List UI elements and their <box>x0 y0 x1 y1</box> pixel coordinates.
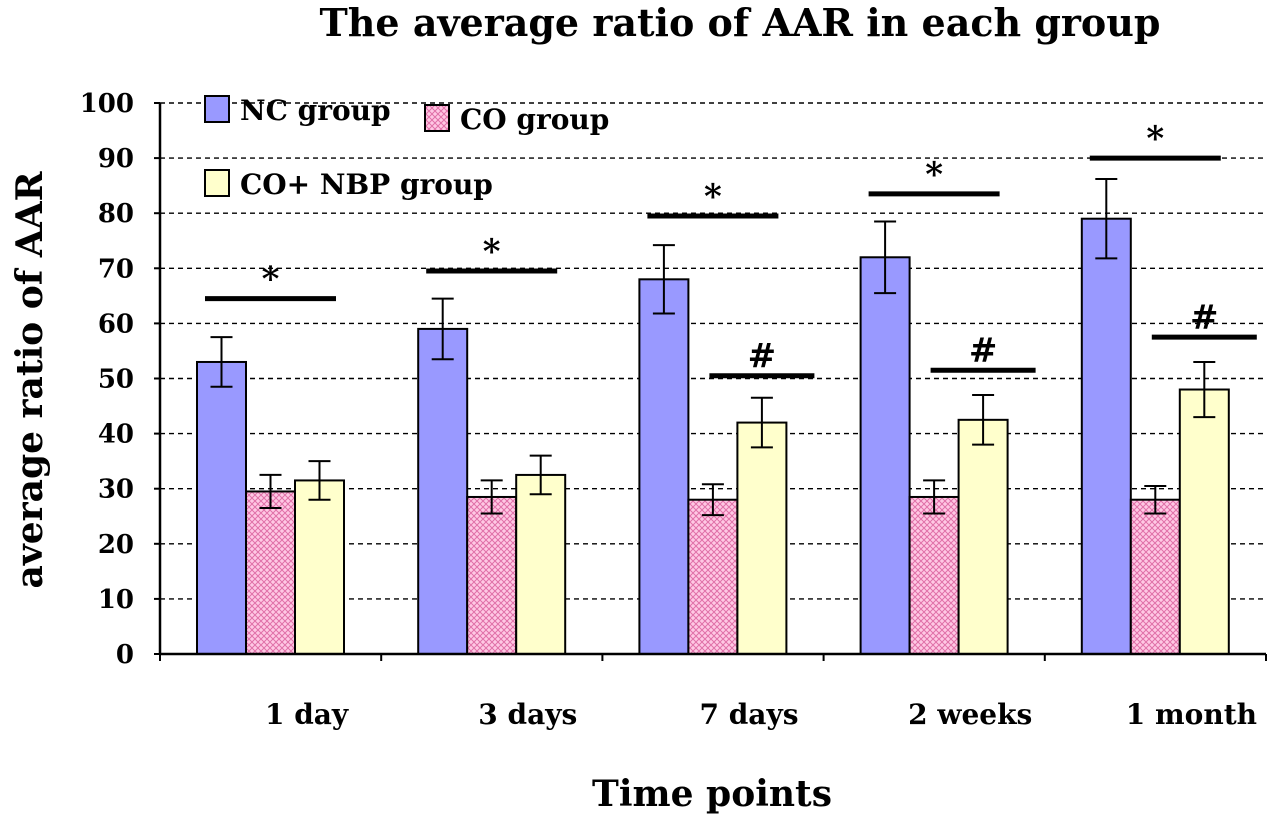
bar <box>245 490 296 655</box>
legend: NC group CO group CO+ NBP group <box>204 94 609 201</box>
x-tick-label: 1 month <box>1126 698 1257 731</box>
y-tick-label: 50 <box>98 365 134 395</box>
y-tick-label: 90 <box>98 144 134 174</box>
bar <box>957 418 1009 656</box>
bar <box>1178 388 1230 655</box>
significance-symbol: # <box>748 337 777 377</box>
legend-swatch <box>424 104 450 132</box>
y-axis-label: average ratio of AAR <box>9 170 51 588</box>
bar <box>196 360 247 655</box>
x-tick-label: 7 days <box>700 698 799 731</box>
x-tick-label: 2 weeks <box>908 698 1032 731</box>
legend-swatch <box>204 169 230 197</box>
bar <box>1080 217 1132 656</box>
bar <box>687 498 739 655</box>
bar <box>417 327 469 655</box>
y-tick-label: 80 <box>98 199 134 229</box>
bars <box>196 178 1230 656</box>
legend-label: NC group <box>240 94 391 127</box>
x-tick-label: 1 day <box>265 698 349 731</box>
y-tick-label: 40 <box>98 420 134 450</box>
y-tick-label: 20 <box>98 530 134 560</box>
significance-symbol: * <box>483 232 501 272</box>
legend-swatch <box>204 95 230 123</box>
significance-symbol: * <box>925 155 943 195</box>
bar <box>736 421 788 655</box>
bar <box>294 479 345 655</box>
x-tick-label: 3 days <box>478 698 577 731</box>
significance-symbol: * <box>704 177 722 217</box>
y-tick-label: 0 <box>116 640 134 670</box>
legend-label: CO+ NBP group <box>240 168 493 201</box>
significance-symbol: * <box>262 260 280 300</box>
significance-annotations: * * * * * # # # <box>205 119 1257 379</box>
chart-title: The average ratio of AAR in each group <box>320 0 1161 45</box>
y-tick-label: 70 <box>98 254 134 284</box>
bar <box>1129 498 1181 655</box>
y-tick-label: 30 <box>98 475 134 505</box>
y-tick-label: 10 <box>98 585 134 615</box>
bar <box>859 256 911 655</box>
significance-symbol: # <box>1190 298 1219 338</box>
bar <box>515 473 567 655</box>
bar <box>638 278 690 655</box>
y-tick-label: 100 <box>80 89 134 119</box>
legend-label: CO group <box>460 103 609 136</box>
axes: 0 10 20 30 40 50 60 70 80 90 100 1 day 3 days 7 days 2… <box>80 89 1267 731</box>
significance-symbol: * <box>1146 119 1164 159</box>
x-axis-label: Time points <box>592 773 832 815</box>
bar <box>908 495 960 655</box>
y-tick-label: 60 <box>98 309 134 339</box>
significance-symbol: # <box>969 331 998 371</box>
bar <box>466 495 518 655</box>
